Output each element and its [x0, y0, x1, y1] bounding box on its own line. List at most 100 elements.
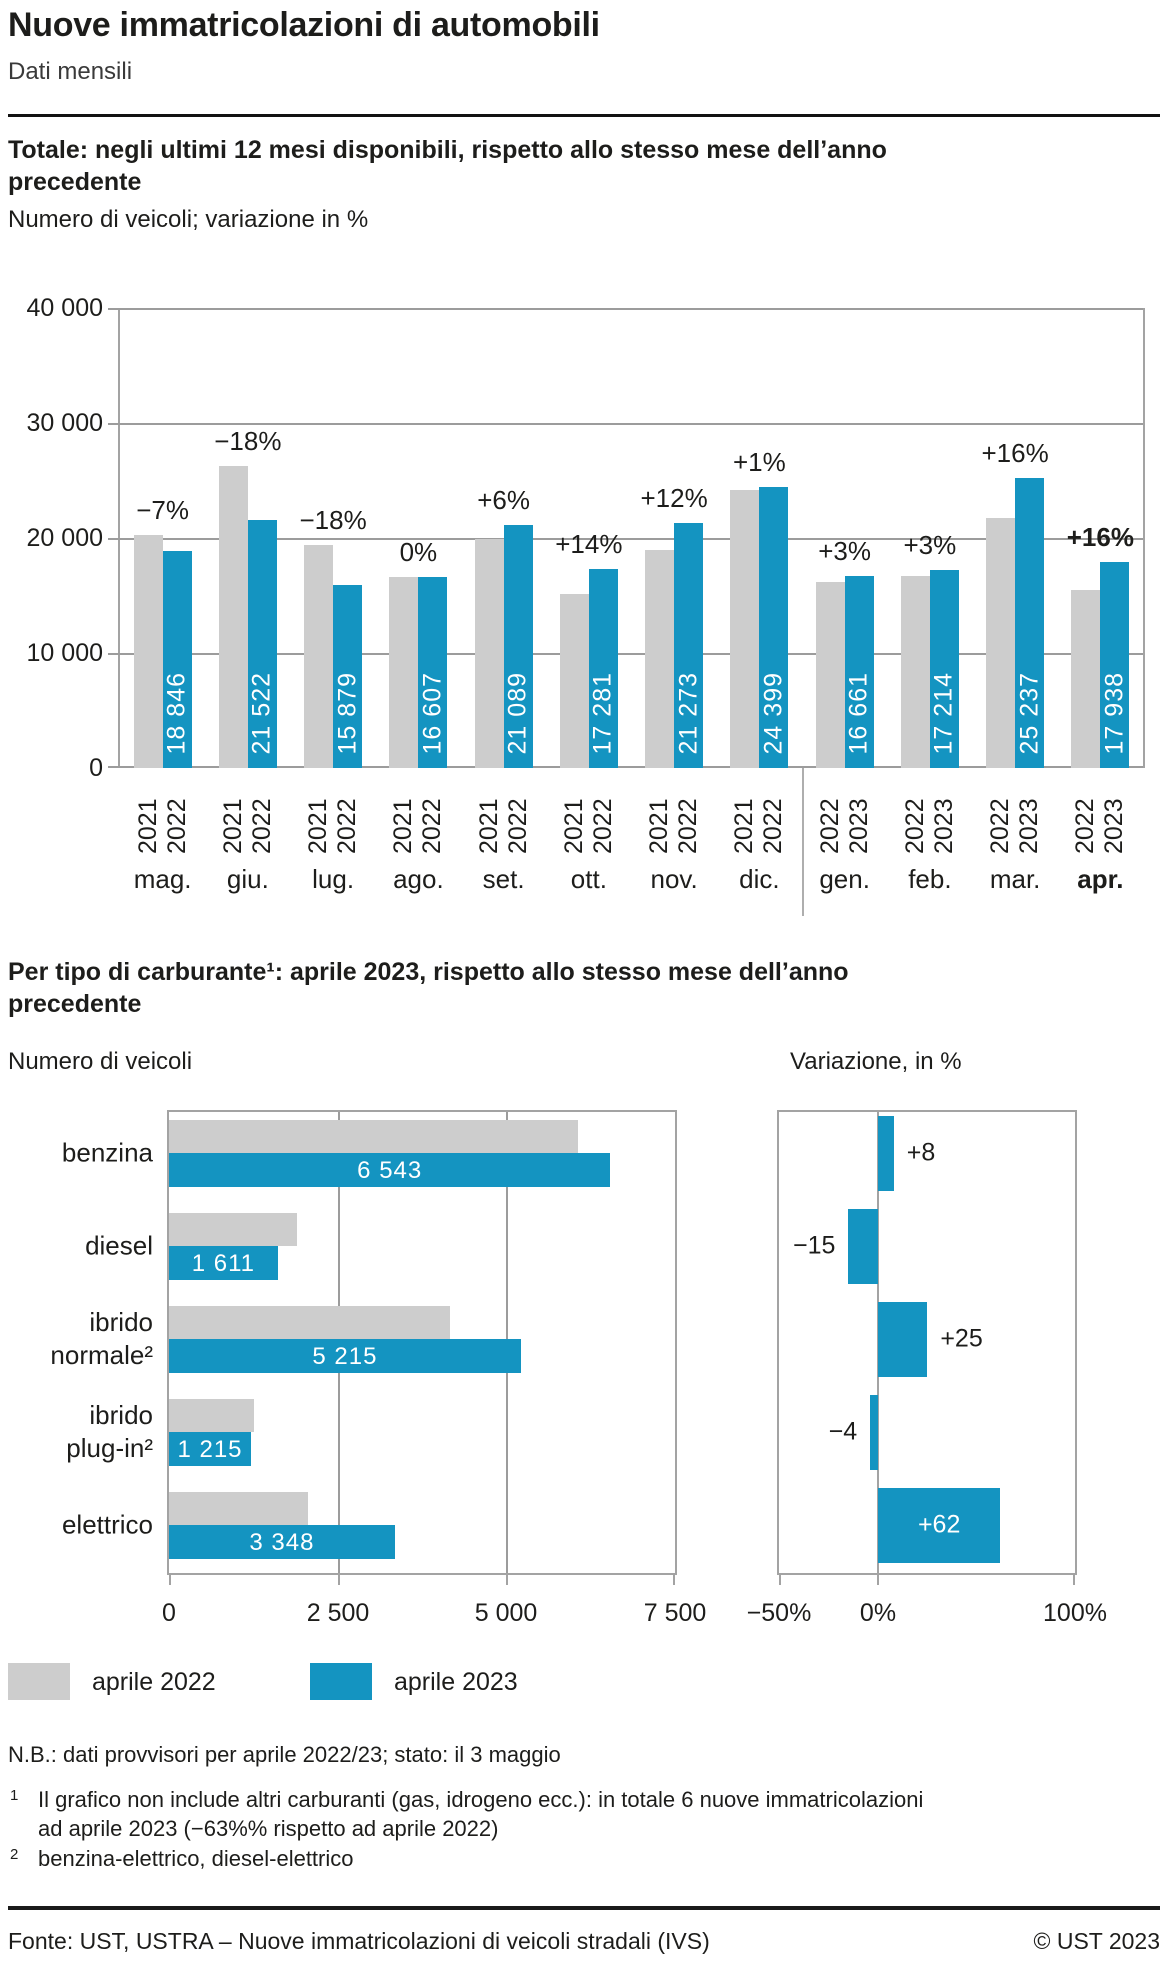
- hbar-current-elettrico: 3 348: [169, 1525, 395, 1559]
- category-label-ibrido-plug-in²: ibrido plug-in²: [0, 1399, 153, 1465]
- category-label-elettrico: elettrico: [0, 1509, 153, 1542]
- chart1-gridline: [120, 308, 1143, 310]
- bar-current-apr.: 17 938: [1100, 561, 1130, 768]
- hbar-value-label-elettrico: 3 348: [249, 1529, 315, 1556]
- hbar-value-label-ibrido-normale²: 5 215: [312, 1343, 378, 1370]
- year-group-separator: [802, 768, 804, 916]
- hbar-prev-ibrido-normale²: [169, 1306, 451, 1339]
- year-label-prev-ago.: 2021: [389, 798, 418, 854]
- hbar-value-label-benzina: 6 543: [357, 1157, 423, 1184]
- page-title: Nuove immatricolazioni di automobili: [8, 6, 600, 44]
- chart1-y-tick-label: 0: [89, 754, 103, 782]
- variation-label-ibrido-normale²: +25: [940, 1324, 983, 1353]
- footnote-2-text: benzina-elettrico, diesel-elettrico: [38, 1846, 354, 1871]
- footnote-2-marker: 2: [10, 1846, 19, 1863]
- chart2-left-x-label: 7 500: [643, 1599, 707, 1627]
- year-label-current-gen.: 2023: [844, 798, 873, 854]
- year-label-prev-dic.: 2021: [730, 798, 759, 854]
- chart1-gridline: [120, 423, 1143, 425]
- year-label-prev-mar.: 2022: [986, 798, 1015, 854]
- legend-swatch-april-2022: [8, 1663, 70, 1700]
- chart2-right-x-label: −50%: [746, 1599, 812, 1627]
- month-label-ago.: ago.: [393, 864, 444, 894]
- bar-current-nov.: 21 273: [674, 523, 704, 768]
- variation-bar-benzina: [878, 1116, 894, 1191]
- chart1-axis-note: Numero di veicoli; variazione in %: [8, 206, 369, 233]
- bar-value-label-ott.: 17 281: [588, 671, 617, 754]
- chart2-right-x-label: 0%: [859, 1599, 897, 1627]
- header-divider: [8, 114, 1160, 117]
- nb-note: N.B.: dati provvisori per aprile 2022/23…: [8, 1742, 561, 1767]
- hbar-value-label-ibrido-plug-in²: 1 215: [177, 1436, 243, 1463]
- chart2-left-x-tick: [338, 1573, 340, 1585]
- bar-current-giu.: 21 522: [247, 520, 277, 768]
- year-label-current-mar.: 2023: [1015, 798, 1044, 854]
- pct-change-label-ott.: +14%: [555, 529, 623, 560]
- bar-current-mag.: 18 846: [162, 551, 192, 768]
- chart2-left-axis-label: Numero di veicoli: [8, 1048, 193, 1075]
- bar-value-label-set.: 21 089: [503, 671, 532, 754]
- year-label-prev-ott.: 2021: [559, 798, 588, 854]
- chart1-gridline: [120, 653, 1143, 655]
- hbar-current-ibrido-plug-in²: 1 215: [169, 1432, 251, 1466]
- bar-prev-dic.: [730, 490, 760, 768]
- category-label-ibrido-normale²: ibrido normale²: [0, 1306, 153, 1372]
- chart2-left-x-tick: [506, 1573, 508, 1585]
- bar-value-label-apr.: 17 938: [1100, 671, 1129, 754]
- bar-current-ago.: 16 607: [418, 577, 448, 768]
- variation-label-ibrido-plug-in²: −4: [828, 1417, 858, 1446]
- variation-label-diesel: −15: [792, 1231, 836, 1260]
- year-label-current-dic.: 2022: [759, 798, 788, 854]
- bar-current-lug.: 15 879: [333, 585, 363, 768]
- pct-change-label-dic.: +1%: [732, 447, 786, 478]
- hbar-prev-elettrico: [169, 1492, 309, 1525]
- month-label-set.: set.: [482, 864, 525, 894]
- footnote-2: 2 benzina-elettrico, diesel-elettrico: [8, 1844, 354, 1873]
- month-label-dic.: dic.: [739, 864, 780, 894]
- year-label-prev-nov.: 2021: [645, 798, 674, 854]
- chart2-variation-plot: +8 −15 +25 −4 +62 −50% 0% 100%: [747, 1110, 1107, 1627]
- year-label-prev-giu.: 2021: [218, 798, 247, 854]
- pct-change-label-mar.: +16%: [981, 437, 1049, 468]
- chart2-left-x-tick: [673, 1573, 675, 1585]
- bar-current-ott.: 17 281: [588, 569, 618, 768]
- bar-current-mar.: 25 237: [1015, 477, 1045, 768]
- pct-change-label-gen.: +3%: [818, 536, 871, 567]
- month-label-gen.: gen.: [819, 864, 870, 894]
- category-label-line: ibrido: [89, 1400, 153, 1430]
- chart2-right-x-tick: [877, 1573, 879, 1585]
- year-label-current-lug.: 2022: [333, 798, 362, 854]
- chart1-y-tick-label: 10 000: [26, 639, 103, 667]
- hbar-current-ibrido-normale²: 5 215: [169, 1339, 521, 1373]
- bar-current-feb.: 17 214: [929, 570, 959, 768]
- bar-value-label-nov.: 21 273: [674, 671, 703, 754]
- variation-bar-elettrico: [878, 1488, 1001, 1563]
- bar-prev-ott.: [559, 593, 589, 768]
- year-label-current-ago.: 2022: [418, 798, 447, 854]
- year-label-prev-lug.: 2021: [304, 798, 333, 854]
- bar-value-label-ago.: 16 607: [418, 671, 447, 754]
- bar-prev-apr.: [1071, 590, 1101, 768]
- chart1-y-tick-label: 30 000: [26, 409, 103, 437]
- chart1-y-tick: [108, 423, 120, 425]
- category-label-line: benzina: [61, 1137, 153, 1168]
- chart2-left-x-label: 2 500: [306, 1599, 370, 1627]
- month-label-apr.: apr.: [1077, 864, 1124, 894]
- hbar-current-benzina: 6 543: [169, 1153, 611, 1187]
- pct-change-label-feb.: +3%: [903, 530, 957, 561]
- bar-value-label-mag.: 18 846: [162, 671, 191, 754]
- footnote-1-marker: 1: [10, 1787, 19, 1804]
- bar-prev-lug.: [304, 545, 334, 768]
- chart1-y-tick-label: 40 000: [26, 294, 103, 322]
- year-label-prev-apr.: 2022: [1071, 798, 1100, 854]
- hbar-value-label-diesel: 1 611: [191, 1250, 255, 1277]
- bar-prev-mag.: [133, 534, 163, 768]
- year-label-prev-mag.: 2021: [133, 798, 162, 854]
- pct-change-label-lug.: −18%: [299, 505, 367, 536]
- year-label-current-set.: 2022: [503, 798, 532, 854]
- chart2-right-x-tick: [1073, 1573, 1075, 1585]
- footnote-1-text: Il grafico non include altri carburanti …: [38, 1787, 924, 1841]
- footnote-1: 1 Il grafico non include altri carburant…: [8, 1785, 923, 1843]
- category-label-diesel: diesel: [0, 1230, 153, 1263]
